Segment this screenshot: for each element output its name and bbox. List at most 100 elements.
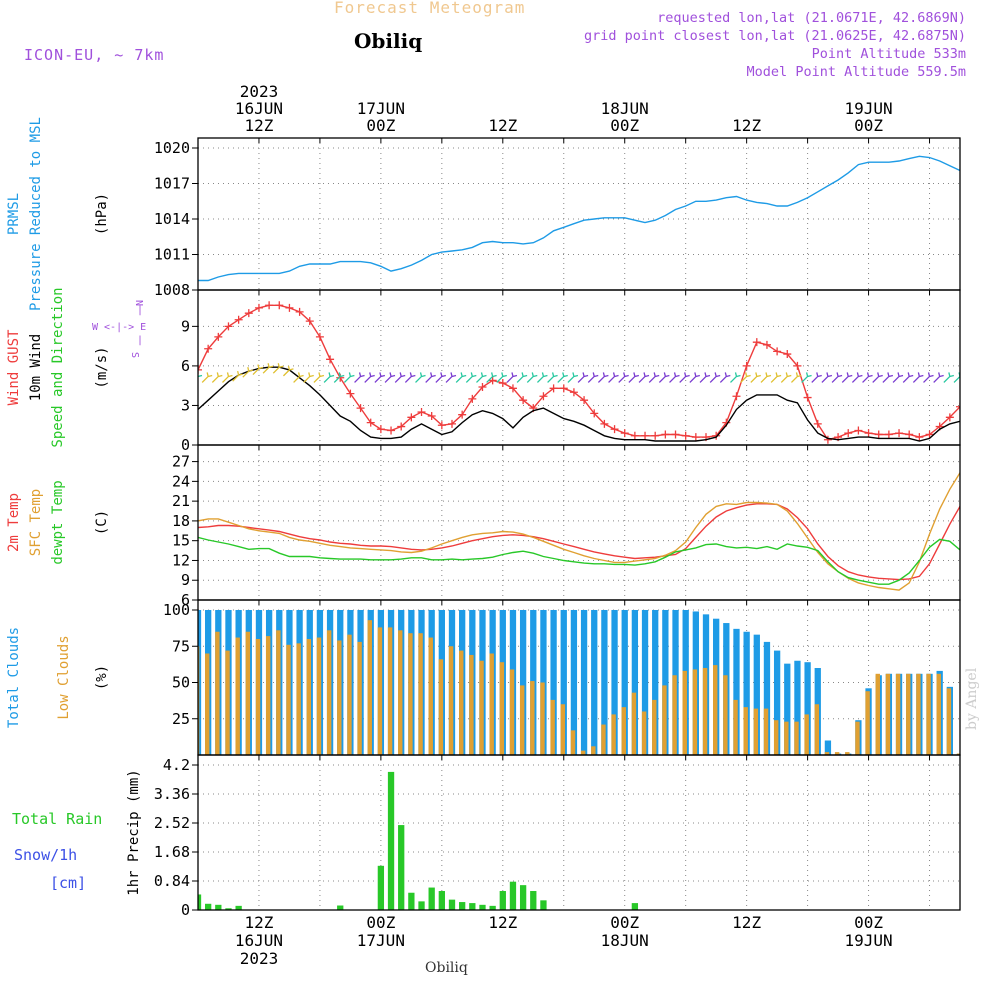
wind-direction-arrow xyxy=(374,372,386,383)
bar-low-clouds xyxy=(601,724,606,755)
wind-direction-arrow xyxy=(384,372,396,383)
bar-low-clouds xyxy=(895,673,901,755)
wind-direction-arrow xyxy=(465,372,477,383)
bar-low-clouds xyxy=(967,754,971,755)
bar-low-clouds xyxy=(773,720,779,755)
bar-low-clouds xyxy=(387,627,393,755)
bottom-tick-label: 12Z xyxy=(732,913,761,932)
bar-total-clouds xyxy=(198,610,202,755)
panel-unit: (m/s) xyxy=(94,346,110,388)
panel-ylabel: Low Clouds xyxy=(56,635,72,719)
bar-low-clouds xyxy=(591,746,596,755)
bar-total-clouds xyxy=(773,650,781,755)
bar-total-rain xyxy=(408,892,415,910)
wind-direction-arrow xyxy=(394,372,406,383)
gust-marker xyxy=(458,410,467,419)
wind-direction-arrow xyxy=(912,372,924,383)
requested-coords: requested lon,lat (21.0671E, 42.6869N) xyxy=(657,10,966,26)
bar-total-clouds xyxy=(641,610,649,755)
gust-marker xyxy=(437,421,446,430)
bar-total-rain xyxy=(235,905,242,910)
bar-total-clouds xyxy=(652,610,659,755)
y-tick-label: 25 xyxy=(172,710,190,728)
footer-location: Obiliq xyxy=(425,960,468,976)
gust-marker xyxy=(712,431,721,440)
panel-ylabel: Wind GUST xyxy=(6,329,22,405)
series-line-dewpt-temp xyxy=(198,536,960,585)
top-tick-label: 18JUN xyxy=(601,99,649,118)
wind-direction-arrow xyxy=(790,372,802,383)
bar-low-clouds xyxy=(662,685,667,755)
wind-direction-arrow xyxy=(638,372,650,383)
panel-data xyxy=(198,610,991,755)
bottom-tick-label: 00Z xyxy=(854,913,883,932)
y-tick-label: 9 xyxy=(181,317,190,335)
bar-total-rain xyxy=(459,902,466,910)
bar-low-clouds xyxy=(519,685,525,755)
bar-low-clouds xyxy=(946,688,952,755)
gust-marker xyxy=(600,419,609,428)
bottom-tick-label: 17JUN xyxy=(357,931,405,950)
bar-low-clouds xyxy=(550,699,555,755)
bar-low-clouds xyxy=(225,650,230,755)
gridpoint-coords: grid point closest lon,lat (21.0625E, 42… xyxy=(583,28,966,44)
bar-low-clouds xyxy=(987,752,991,755)
wind-direction-arrow xyxy=(709,372,721,383)
model-point-altitude: Model Point Altitude 559.5m xyxy=(746,64,966,80)
bottom-tick-label: 16JUN xyxy=(235,931,283,950)
gust-marker xyxy=(884,430,893,439)
series-line-2m-temp xyxy=(198,503,960,581)
panel-ylabel: SFC Temp xyxy=(28,489,44,556)
y-tick-label: 50 xyxy=(172,674,190,692)
wind-direction-arrow xyxy=(425,372,436,383)
wind-direction-arrow xyxy=(730,372,741,383)
bar-low-clouds xyxy=(926,673,931,755)
bar-total-clouds xyxy=(824,740,832,755)
bar-low-clouds xyxy=(306,639,312,755)
bar-total-rain xyxy=(377,865,385,910)
bar-low-clouds xyxy=(245,631,251,755)
series-line-wind-gust xyxy=(198,304,960,441)
gust-marker xyxy=(224,322,233,331)
model-name: ICON-EU, ~ 7km xyxy=(24,46,165,64)
bar-low-clouds xyxy=(713,665,718,755)
gust-marker xyxy=(275,301,284,310)
bar-low-clouds xyxy=(337,640,342,755)
bar-low-clouds xyxy=(794,721,799,755)
bar-total-rain xyxy=(398,825,405,910)
top-tick-label: 2023 xyxy=(240,82,279,101)
bar-low-clouds xyxy=(723,675,728,755)
bar-low-clouds xyxy=(265,636,271,755)
wind-direction-arrow xyxy=(882,372,894,383)
gust-marker xyxy=(610,425,619,434)
bar-low-clouds xyxy=(286,644,291,755)
bar-total-rain xyxy=(428,887,435,910)
wind-direction-arrow xyxy=(303,372,314,383)
bar-low-clouds xyxy=(235,637,240,755)
gust-marker xyxy=(508,384,517,393)
panel-ylabel: Speed and Direction xyxy=(50,287,66,447)
y-tick-label: 15 xyxy=(172,532,190,550)
bar-total-clouds xyxy=(743,631,750,755)
bar-low-clouds xyxy=(448,646,454,755)
gust-marker xyxy=(468,394,477,403)
gust-marker xyxy=(397,422,406,431)
y-tick-label: 100 xyxy=(163,601,190,619)
bar-low-clouds xyxy=(367,620,372,755)
gust-marker xyxy=(691,433,700,442)
gust-marker xyxy=(651,431,660,440)
gust-marker xyxy=(387,426,396,435)
wind-direction-arrow xyxy=(211,372,223,383)
wind-direction-arrow xyxy=(648,372,660,383)
wind-direction-arrow xyxy=(628,372,640,383)
bar-low-clouds xyxy=(641,711,647,755)
bar-total-rain xyxy=(519,885,527,910)
bar-total-rain xyxy=(479,904,486,910)
bottom-tick-label: 00Z xyxy=(366,913,395,932)
snow-label: Snow/1h xyxy=(14,846,77,864)
panel-ylabel: 10m Wind xyxy=(28,334,44,401)
bar-total-rain xyxy=(530,891,537,910)
wind-direction-arrow xyxy=(547,372,558,383)
wind-direction-arrow xyxy=(943,372,954,383)
panel-data xyxy=(198,771,639,910)
